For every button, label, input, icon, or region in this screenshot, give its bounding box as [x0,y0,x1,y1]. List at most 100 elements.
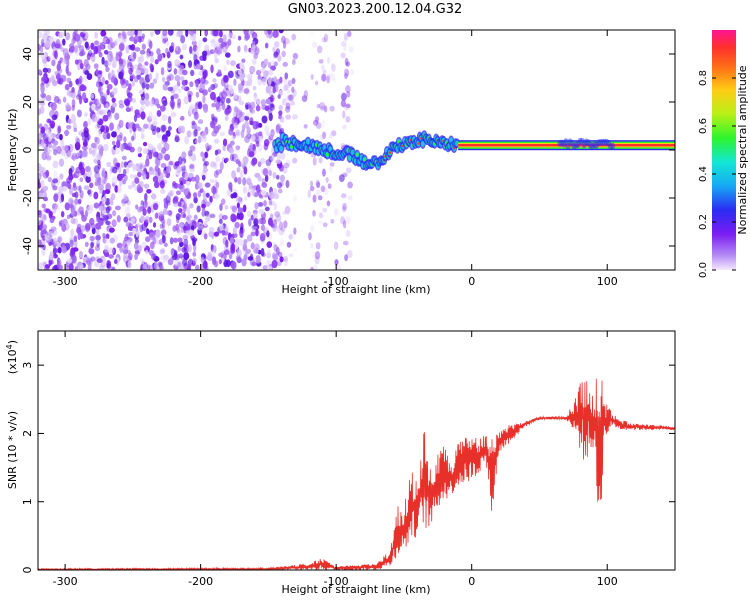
spectrogram-speckle [139,49,146,55]
spectrogram-speckle [93,63,99,69]
spectrogram-speckle [101,167,106,177]
spectrogram-speckle [67,118,72,124]
spectrogram-speckle [152,202,159,211]
spectrogram-speckle [43,138,49,145]
trace-blob-core [363,157,367,162]
spectrogram-speckle [186,130,192,138]
spectrogram-speckle [149,166,153,171]
spectrogram-speckle [185,230,190,237]
spectrogram-speckle [127,31,132,36]
spectrogram-speckle [70,247,76,256]
spectrogram-speckle [188,153,194,160]
spectrogram-speckle [78,250,83,259]
spectrogram-speckle [229,153,235,162]
spectrogram-speckle [235,95,242,103]
spectrogram-speckle [257,131,263,137]
spectrogram-speckle [283,85,289,92]
spectrogram-speckle [249,66,256,73]
spectrogram-speckle [244,32,251,40]
spectrogram-speckle [200,263,206,270]
spectrogram-speckle [149,82,155,89]
spectrogram-speckle [205,192,210,198]
spectrogram-speckle [110,76,117,83]
spectrogram-speckle [318,157,323,164]
spectrogram-speckle [103,143,109,152]
spectrogram-speckle [280,238,284,248]
spectrogram-speckle [212,78,217,83]
spectrogram-speckle [136,184,142,193]
spectrogram-speckle [90,175,94,182]
spectrogram-speckle [73,235,78,243]
spectrogram-speckle [92,150,98,159]
spectrogram-speckle [275,159,282,164]
spectrogram-speckle [344,57,349,66]
spectrogram-speckle [114,205,121,211]
spectrogram-speckle [218,218,223,224]
spectrogram-speckle [155,72,160,80]
spectrogram-speckle [53,193,59,202]
spectrogram-speckle [321,120,326,128]
spectrogram-speckle [211,30,217,37]
spectrogram-speckle [129,75,135,80]
spectrogram-speckle [202,260,208,269]
spectrogram-speckle [233,78,237,86]
spectrogram-speckle [159,223,164,229]
spectrogram-speckle [279,116,285,123]
spectrogram-speckle [51,203,58,210]
spectrogram-speckle [177,201,182,207]
spectrogram-speckle [171,183,178,189]
spectrogram-speckle [223,75,229,83]
spectrogram-speckle [52,160,59,169]
spectrogram-speckle [142,200,148,209]
spectrogram-speckle [191,40,197,46]
colorbar-ticks: 0.0 0.2 0.4 0.6 0.8 [698,70,736,278]
spectrogram-speckle [75,78,80,85]
spectrogram-speckle [184,79,188,86]
spectrogram-speckle [236,249,242,258]
spectrogram-speckle [40,179,45,189]
figure-title: GN03.2023.200.12.04.G32 [287,2,463,17]
spectrogram-speckle [277,94,281,99]
spectrogram-speckle [275,246,280,256]
spectrogram-speckle [66,125,72,130]
spectrogram-speckle [178,156,183,165]
spectrogram-speckle [166,51,171,59]
spectrogram-speckle [58,185,64,194]
spectrogram-speckle [258,209,265,215]
spectrogram-speckle [209,49,216,55]
spectrogram-speckle [282,40,287,49]
spectrogram-speckle [52,253,58,259]
spectrogram-speckle [125,164,130,174]
spectrogram-speckle [180,75,185,82]
spectrogram-speckle [259,157,266,165]
spectrogram-speckle [155,229,161,238]
spectrogram-speckle [157,143,163,151]
spectrogram-speckle [312,157,317,166]
spectrogram-speckle [331,63,336,72]
spectrogram-speckle [257,201,264,207]
spectrogram-speckle [272,46,276,53]
spectrogram-speckle [114,185,119,193]
spectrogram-speckle [102,214,109,221]
spectrogram-speckle [98,85,102,94]
spectrogram-speckle [215,101,220,110]
spectrogram-speckle [202,70,207,80]
spectrogram-speckle [100,176,105,186]
spectrogram-speckle [343,32,348,42]
spectrogram-speckle [57,236,62,243]
spectrogram-speckle [219,203,223,211]
spectrogram-speckle [272,254,279,261]
spectrogram-speckle [192,257,197,263]
spectrogram-speckle [288,234,293,240]
spectrogram-speckle [345,61,351,67]
spectrogram-speckle [69,187,73,195]
spectrogram-speckle [189,35,195,41]
spectrogram-speckle [227,70,234,79]
spectrogram-speckle [87,263,92,270]
spectrogram-speckle [193,128,198,137]
spectrogram-speckle [150,56,155,63]
spectrogram-speckle [309,180,314,187]
spectrogram-speckle [101,196,106,205]
spectrogram-speckle [80,210,84,216]
spectrogram-speckle [138,89,144,95]
